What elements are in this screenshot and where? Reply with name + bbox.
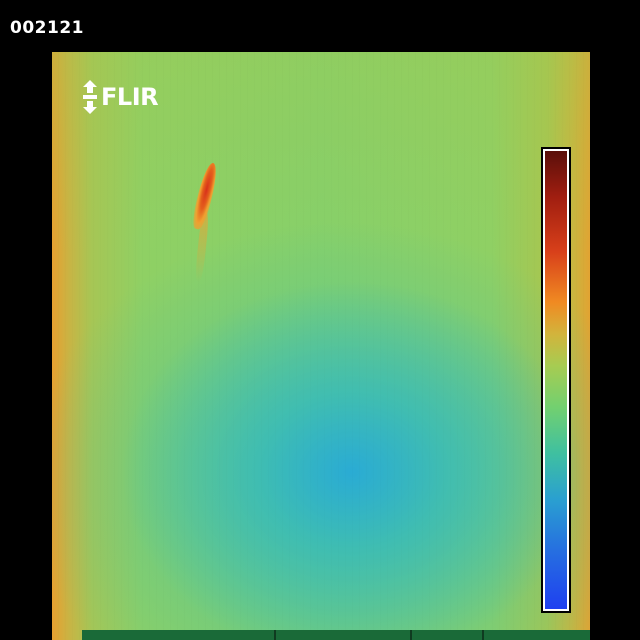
status-bar-divider: [482, 630, 484, 640]
bottom-status-bar: [82, 630, 590, 640]
thermal-image: FLIR: [52, 52, 590, 640]
frame-counter: 002121: [10, 18, 84, 38]
flir-emblem-icon: [82, 80, 98, 114]
status-bar-divider: [410, 630, 412, 640]
status-bar-divider: [274, 630, 276, 640]
thermal-top-gradient: [52, 52, 590, 252]
flir-logo-text: FLIR: [101, 83, 159, 111]
sensor-streaks: [52, 52, 590, 640]
flir-logo: FLIR: [82, 80, 159, 114]
temperature-scale-bar: [541, 147, 571, 613]
